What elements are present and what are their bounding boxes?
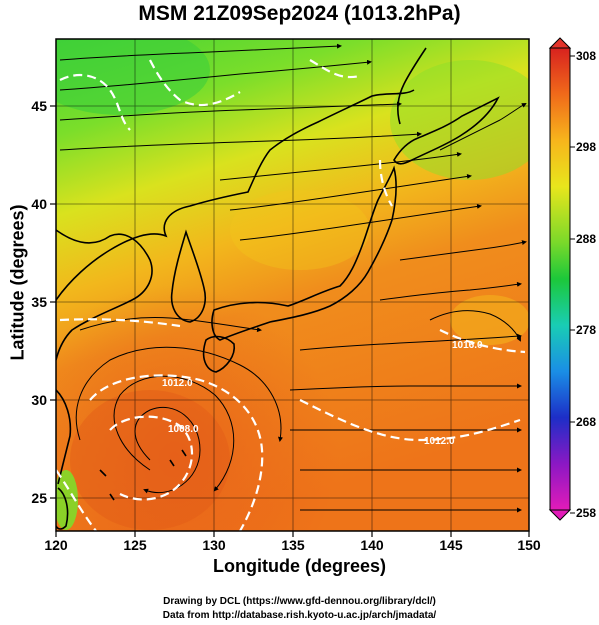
- y-tick-label: 45: [31, 98, 47, 114]
- graticule: [56, 39, 529, 531]
- isobar-label: 1016.0: [452, 340, 483, 351]
- credit-data: Data from http://database.rish.kyoto-u.a…: [162, 610, 437, 621]
- isobar-label: 1008.0: [168, 424, 199, 435]
- streamlines: [59, 43, 527, 513]
- colorbar-tick-label: 308: [576, 49, 596, 63]
- map-title: MSM 21Z09Sep2024 (1013.2hPa): [138, 2, 461, 25]
- x-tick-label: 135: [281, 537, 305, 553]
- x-tick-label: 150: [517, 537, 541, 553]
- colorbar-scale: [549, 47, 571, 511]
- colorbar-tick-label: 258: [576, 506, 596, 520]
- temperature-field: [56, 39, 529, 531]
- colorbar-tick-label: 298: [576, 140, 596, 154]
- x-tick-label: 145: [439, 537, 463, 553]
- colorbar-bottom-arrow: [548, 509, 572, 521]
- x-tick-labels: 120 125 130 135 140 145 150: [44, 537, 541, 553]
- isobar-label: 1012.0: [162, 378, 193, 389]
- colorbar-tick-label: 268: [576, 415, 596, 429]
- y-axis-label: Latitude (degrees): [7, 204, 28, 361]
- colorbar: 308 298 288 278 268 258: [548, 37, 596, 521]
- x-tick-label: 130: [202, 537, 226, 553]
- y-tick-label: 35: [31, 294, 47, 310]
- y-tick-labels: 25 30 35 40 45: [31, 98, 47, 506]
- x-tick-label: 140: [360, 537, 384, 553]
- y-tick-label: 30: [31, 392, 47, 408]
- y-tick-label: 25: [31, 490, 47, 506]
- axis-ticks: [50, 105, 530, 537]
- credit-drawing: Drawing by DCL (https://www.gfd-dennou.o…: [163, 596, 436, 607]
- y-tick-label: 40: [31, 196, 47, 212]
- x-tick-label: 120: [44, 537, 68, 553]
- x-axis-label: Longitude (degrees): [212, 556, 386, 576]
- isobar-labels: 1012.0 1008.0 1012.0 1016.0: [162, 340, 483, 447]
- colorbar-tick-label: 288: [576, 232, 596, 246]
- isobars: [56, 59, 526, 531]
- x-tick-label: 125: [123, 537, 147, 553]
- colorbar-tick-label: 278: [576, 323, 596, 337]
- isobar-label: 1012.0: [424, 436, 455, 447]
- colorbar-top-arrow: [548, 37, 572, 49]
